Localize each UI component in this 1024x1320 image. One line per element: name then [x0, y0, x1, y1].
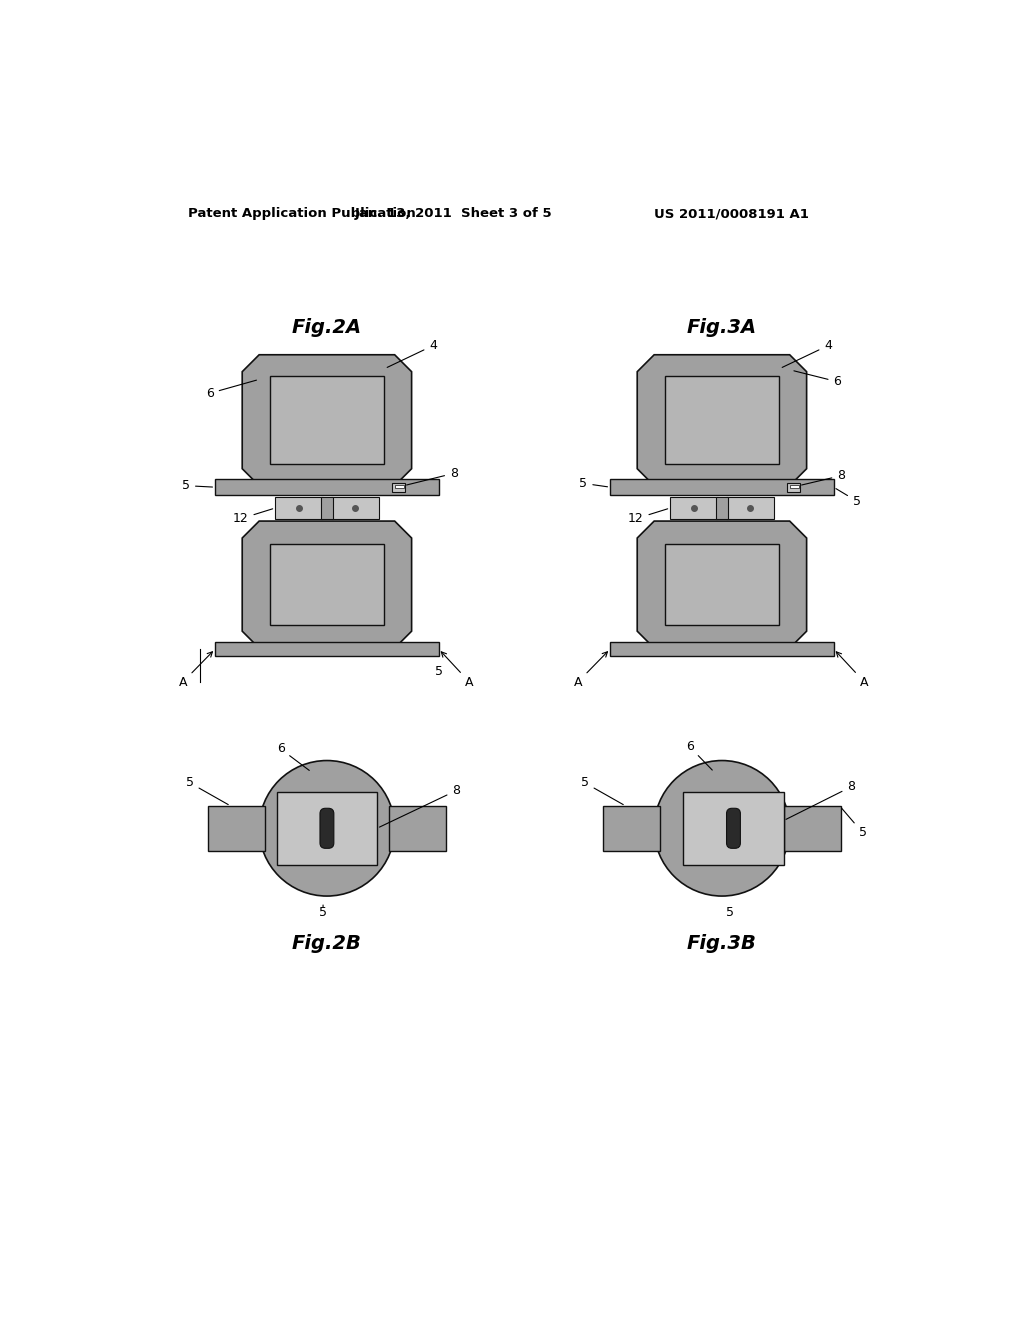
Bar [665, 376, 779, 465]
Text: US 2011/0008191 A1: US 2011/0008191 A1 [654, 207, 809, 220]
Text: 5: 5 [319, 907, 327, 920]
Text: 6: 6 [206, 380, 256, 400]
Text: A: A [178, 652, 212, 689]
Bar [610, 479, 834, 495]
Bar [215, 642, 438, 656]
Bar [716, 498, 728, 519]
Bar [275, 498, 323, 519]
Polygon shape [637, 521, 807, 648]
Text: 6: 6 [686, 741, 713, 770]
Text: 5: 5 [842, 808, 867, 840]
Bar [270, 376, 384, 465]
Text: 6: 6 [276, 742, 309, 771]
Text: 5: 5 [581, 776, 624, 805]
Polygon shape [243, 355, 412, 486]
Text: A: A [441, 652, 474, 689]
Text: 5: 5 [726, 907, 733, 920]
Text: 4: 4 [387, 339, 437, 367]
FancyBboxPatch shape [727, 808, 740, 849]
Text: 8: 8 [786, 780, 855, 820]
Text: Jan. 13, 2011  Sheet 3 of 5: Jan. 13, 2011 Sheet 3 of 5 [355, 207, 553, 220]
Polygon shape [243, 521, 412, 648]
Bar [610, 642, 834, 656]
Text: 5: 5 [836, 488, 860, 508]
Bar [388, 807, 446, 850]
Text: 8: 8 [380, 784, 460, 828]
Text: 12: 12 [232, 508, 272, 525]
Text: 5: 5 [185, 776, 228, 805]
Bar [783, 807, 842, 850]
Text: 5: 5 [182, 479, 213, 492]
Bar [790, 484, 799, 488]
Text: 6: 6 [794, 371, 842, 388]
Text: Fig.3B: Fig.3B [687, 935, 757, 953]
Text: 5: 5 [580, 477, 607, 490]
Bar [786, 483, 801, 492]
FancyBboxPatch shape [319, 808, 334, 849]
Text: 8: 8 [407, 467, 458, 484]
Text: 5: 5 [435, 665, 442, 677]
Bar [671, 498, 718, 519]
Bar [208, 807, 265, 850]
Polygon shape [637, 355, 807, 486]
Text: Fig.2B: Fig.2B [292, 935, 361, 953]
Text: 12: 12 [628, 508, 668, 525]
Text: Patent Application Publication: Patent Application Publication [188, 207, 416, 220]
Text: Fig.3A: Fig.3A [687, 318, 757, 338]
Text: Fig.2A: Fig.2A [292, 318, 361, 338]
Ellipse shape [259, 760, 394, 896]
Bar [276, 792, 377, 866]
Text: 4: 4 [782, 339, 833, 367]
Text: A: A [573, 652, 607, 689]
Bar [665, 544, 779, 626]
Bar [683, 792, 783, 866]
Bar [391, 483, 406, 492]
Bar [321, 498, 333, 519]
Text: A: A [837, 652, 868, 689]
Bar [331, 498, 379, 519]
Text: 8: 8 [802, 469, 845, 484]
Bar [394, 484, 403, 488]
Bar [726, 498, 773, 519]
Bar [215, 479, 438, 495]
Bar [602, 807, 660, 850]
Bar [270, 544, 384, 626]
Ellipse shape [654, 760, 790, 896]
